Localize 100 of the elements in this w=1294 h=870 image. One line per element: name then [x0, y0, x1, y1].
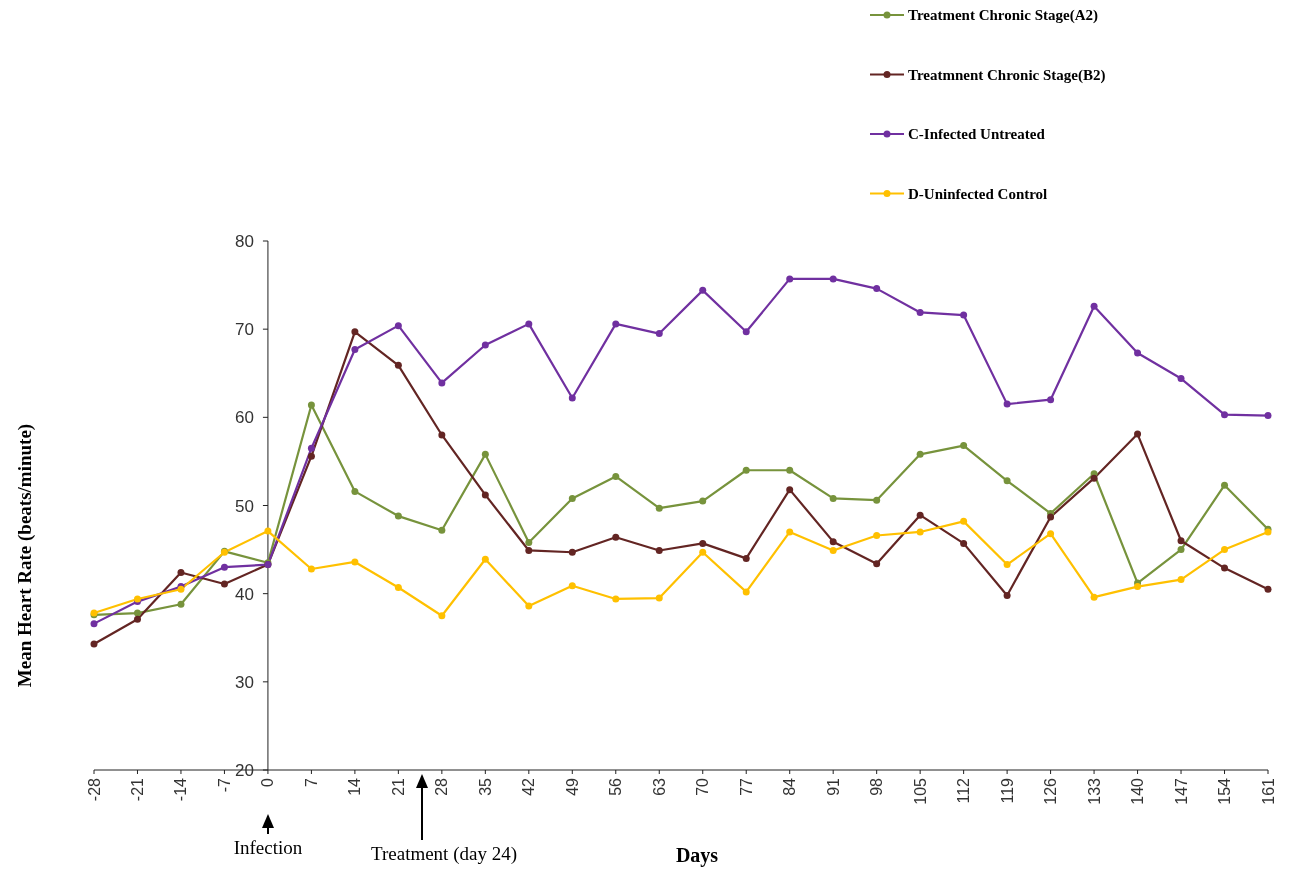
x-tick-label: 63 [650, 777, 668, 796]
point [438, 526, 446, 534]
point [829, 546, 837, 554]
point [568, 494, 576, 502]
point [742, 588, 750, 596]
text: Treatment (day 24) [371, 843, 517, 865]
x-tick-label: 7 [302, 777, 320, 787]
point [699, 286, 707, 294]
point [307, 565, 315, 573]
point [438, 379, 446, 387]
y-axis-title: Mean Heart Rate (beats/minute) [13, 423, 36, 688]
point [351, 558, 359, 566]
point [525, 546, 533, 554]
x-tick-label: 14 [346, 777, 364, 796]
point [568, 582, 576, 590]
point [873, 531, 881, 539]
point [220, 563, 228, 571]
point [873, 560, 881, 568]
point [786, 275, 794, 283]
point [481, 555, 489, 563]
x-tick-label: 126 [1042, 777, 1060, 805]
x-tick-label: 35 [476, 777, 494, 796]
point [438, 431, 446, 439]
point [786, 466, 794, 474]
point [960, 539, 968, 547]
x-tick-label: 140 [1129, 777, 1147, 805]
point [1090, 593, 1098, 601]
x-tick-label: 21 [389, 777, 407, 796]
point [481, 450, 489, 458]
point [1090, 302, 1098, 310]
legend-label: Treatment Chronic Stage(A2) [908, 7, 1098, 24]
x-tick-label: 119 [998, 777, 1016, 804]
y-tick-label: 30 [235, 672, 254, 692]
x-tick-label: 77 [737, 777, 755, 796]
point [133, 615, 141, 623]
point [742, 328, 750, 336]
x-tick-label: -21 [128, 777, 146, 802]
x-tick-label: -7 [215, 777, 233, 793]
point [1003, 400, 1011, 408]
point [960, 517, 968, 525]
point [1003, 561, 1011, 569]
y-tick-label: 20 [235, 761, 254, 781]
point [133, 609, 141, 617]
point [916, 528, 924, 536]
x-tick-label: 98 [868, 777, 886, 796]
point [525, 602, 533, 610]
x-tick-label: 133 [1085, 777, 1103, 805]
point [394, 584, 402, 591]
x-tick-label: 161 [1259, 777, 1277, 805]
point [394, 361, 402, 369]
y-tick-label: 40 [235, 584, 254, 604]
x-tick-label: 154 [1216, 777, 1234, 805]
point [394, 512, 402, 520]
x-tick-label: 42 [520, 777, 538, 796]
point [90, 640, 98, 648]
point [90, 620, 98, 628]
legend-label: C-Infected Untreated [908, 126, 1046, 142]
point [1134, 583, 1142, 591]
point [1090, 474, 1098, 482]
point [1221, 546, 1229, 554]
point [568, 548, 576, 556]
point [1177, 546, 1185, 554]
point [829, 275, 837, 283]
point [699, 539, 707, 547]
point [612, 320, 620, 328]
point [612, 595, 620, 603]
point [1264, 412, 1272, 420]
point [655, 504, 663, 512]
point [873, 285, 881, 293]
point [1264, 585, 1272, 593]
point [307, 452, 315, 460]
point [351, 345, 359, 353]
point [612, 533, 620, 541]
point [742, 466, 750, 474]
point [612, 472, 620, 480]
point [829, 538, 837, 546]
point [220, 580, 228, 588]
y-tick-label: 60 [235, 408, 254, 428]
point [307, 401, 315, 409]
point [264, 527, 272, 535]
point [655, 546, 663, 554]
x-tick-label: 105 [911, 777, 929, 805]
point [1047, 530, 1055, 538]
x-tick-label: 28 [433, 777, 451, 796]
point [699, 497, 707, 505]
point [1047, 396, 1055, 404]
point [525, 539, 533, 547]
x-tick-label: 0 [259, 777, 277, 787]
point [1221, 481, 1229, 489]
point [960, 442, 968, 450]
x-tick-label: -28 [85, 777, 103, 802]
point [829, 494, 837, 502]
x-tick-label: 56 [607, 777, 625, 796]
point [1221, 411, 1229, 419]
point [351, 328, 359, 336]
point [351, 487, 359, 495]
legend-label: D-Uninfected Control [908, 185, 1048, 202]
point [1177, 537, 1185, 545]
point [916, 450, 924, 458]
point [742, 554, 750, 562]
